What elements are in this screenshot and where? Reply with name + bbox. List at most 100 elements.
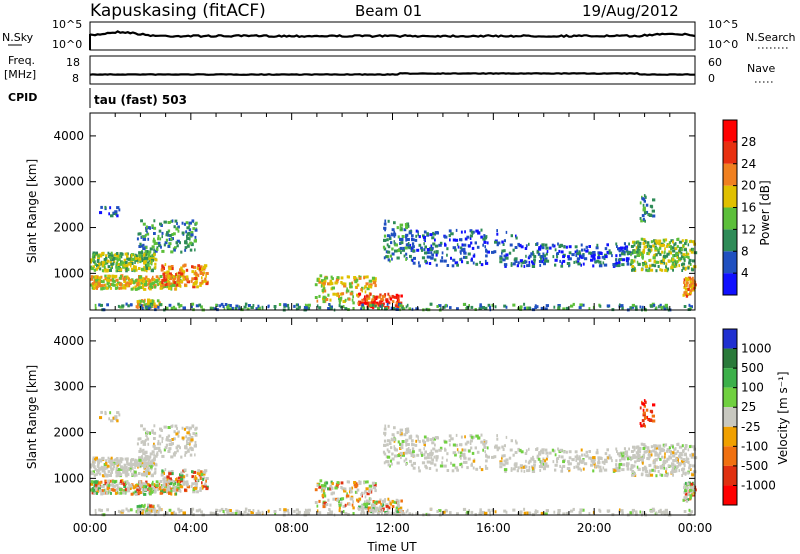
power-echo-cell <box>168 267 172 271</box>
velocity-echo-cell <box>461 448 464 452</box>
power-echo-cell <box>526 306 530 310</box>
velocity-echo-cell <box>390 511 393 515</box>
velocity-echo-cell <box>106 487 109 491</box>
velocity-echo-cell <box>603 468 608 472</box>
velocity-echo-cell <box>393 426 396 430</box>
velocity-echo-cell <box>151 431 154 434</box>
power-echo-cell <box>399 237 402 241</box>
velocity-echo-cell <box>143 457 146 461</box>
power-echo-cell <box>138 257 142 261</box>
x-tick-label: 12:00 <box>375 521 410 535</box>
power-echo-cell <box>366 297 369 301</box>
velocity-echo-cell <box>680 453 683 457</box>
velocity-echo-cell <box>95 491 98 495</box>
power-echo-cell <box>176 277 180 281</box>
power-echo-cell <box>97 266 100 270</box>
velocity-echo-cell <box>472 459 476 463</box>
power-echo-cell <box>415 234 418 238</box>
power-echo-cell <box>187 232 190 236</box>
velocity-echo-cell <box>340 486 343 489</box>
velocity-echo-cell <box>423 443 426 446</box>
power-echo-cell <box>163 283 165 287</box>
velocity-echo-cell <box>170 492 173 496</box>
power-echo-cell <box>177 229 180 233</box>
velocity-echo-cell <box>188 433 192 437</box>
power-echo-cell <box>274 307 277 311</box>
velocity-echo-cell <box>641 461 644 465</box>
power-echo-cell <box>138 275 142 279</box>
velocity-echo-cell <box>127 509 130 513</box>
velocity-echo-cell <box>424 450 427 454</box>
velocity-echo-cell <box>391 462 393 466</box>
colorbar-tick-label: 16 <box>741 201 756 215</box>
velocity-echo-cell <box>151 482 154 486</box>
velocity-echo-cell <box>170 455 174 459</box>
velocity-echo-cell <box>657 470 660 473</box>
power-echo-cell <box>186 244 190 248</box>
velocity-echo-cell <box>569 462 572 466</box>
power-y-axis-label: Slant Range [km] <box>25 159 39 263</box>
velocity-echo-cell <box>643 450 647 454</box>
power-echo-cell <box>148 302 151 306</box>
velocity-echo-cell <box>682 449 685 453</box>
power-echo-cell <box>684 242 687 246</box>
velocity-echo-cell <box>520 469 523 473</box>
velocity-echo-cell <box>503 459 506 463</box>
power-echo-cell <box>161 231 164 235</box>
power-echo-cell <box>682 253 686 257</box>
power-echo-cell <box>329 279 333 283</box>
velocity-echo-cell <box>169 442 173 446</box>
velocity-echo-cell <box>181 473 184 477</box>
velocity-echo-cell <box>176 449 179 453</box>
velocity-echo-cell <box>384 424 387 428</box>
velocity-echo-cell <box>656 453 660 457</box>
power-echo-cell <box>646 269 650 273</box>
power-echo-cell <box>174 307 177 311</box>
power-echo-cell <box>598 260 602 264</box>
power-echo-cell <box>162 267 165 270</box>
velocity-echo-cell <box>648 469 652 473</box>
colorbar-swatch <box>723 407 737 427</box>
power-echo-cell <box>329 305 333 309</box>
velocity-echo-cell <box>412 450 415 454</box>
power-echo-cell <box>618 249 621 253</box>
power-echo-cell <box>153 302 156 306</box>
power-echo-cell <box>184 246 188 250</box>
power-echo-cell <box>140 219 143 223</box>
power-echo-cell <box>119 252 123 256</box>
power-echo-cell <box>382 298 385 302</box>
velocity-echo-cell <box>143 470 145 474</box>
velocity-echo-cell <box>98 467 101 471</box>
power-echo-cell <box>127 268 130 272</box>
power-echo-cell <box>528 263 531 267</box>
power-echo-cell <box>153 219 156 223</box>
velocity-echo-cell <box>429 438 433 442</box>
velocity-echo-cell <box>546 455 549 458</box>
velocity-echo-cell <box>618 466 621 470</box>
velocity-echo-cell <box>426 453 430 456</box>
velocity-echo-cell <box>689 496 692 500</box>
power-echo-cell <box>653 264 657 268</box>
velocity-echo-cell <box>444 440 448 444</box>
power-echo-cell <box>514 246 518 249</box>
velocity-echo-cell <box>373 501 377 505</box>
power-echo-cell <box>296 307 300 311</box>
velocity-echo-cell <box>690 482 694 486</box>
power-echo-cell <box>429 302 433 306</box>
power-echo-cell <box>621 258 626 262</box>
power-echo-cell <box>484 245 486 249</box>
velocity-echo-cell <box>138 458 142 462</box>
velocity-echo-cell <box>167 434 171 438</box>
power-echo-cell <box>125 277 127 281</box>
power-echo-cell <box>663 239 666 243</box>
velocity-echo-cell <box>663 510 665 514</box>
power-echo-cell <box>545 304 549 308</box>
power-echo-cell <box>590 258 594 262</box>
power-echo-cell <box>391 247 394 251</box>
power-echo-cell <box>645 263 648 267</box>
velocity-echo-cell <box>659 508 662 512</box>
velocity-echo-cell <box>200 486 204 490</box>
power-echo-cell <box>470 241 473 245</box>
power-echo-cell <box>234 307 238 310</box>
power-echo-cell <box>129 303 133 307</box>
